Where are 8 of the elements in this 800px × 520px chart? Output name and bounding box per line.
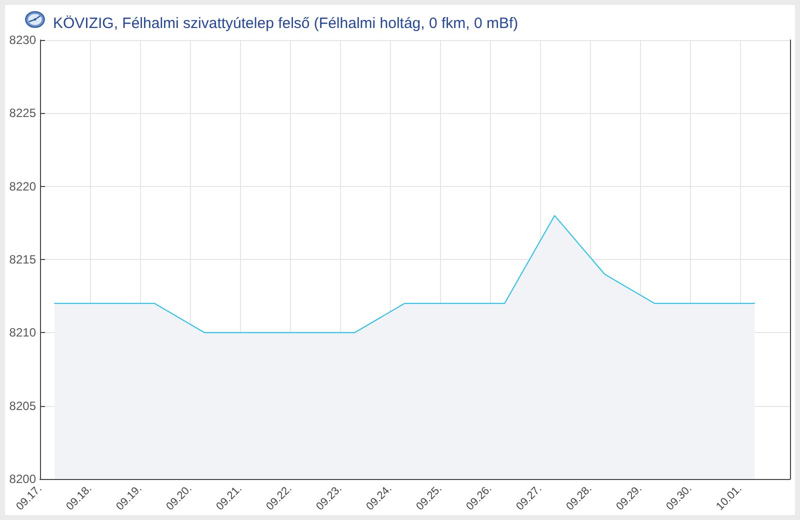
- y-tick-label: 8210: [9, 326, 36, 340]
- y-tick-label: 8200: [9, 472, 36, 486]
- y-tick-label: 8215: [9, 252, 36, 266]
- y-tick-label: 8220: [9, 179, 36, 194]
- y-tick-label: 8205: [9, 398, 36, 413]
- y-tick-label: 8225: [9, 106, 36, 120]
- y-tick-label: 8230: [9, 33, 36, 47]
- chart-title: KÖVIZIG, Félhalmi szivattyútelep felső (Félhalmi holtág, 0 fkm, 0 mBf): [53, 15, 518, 32]
